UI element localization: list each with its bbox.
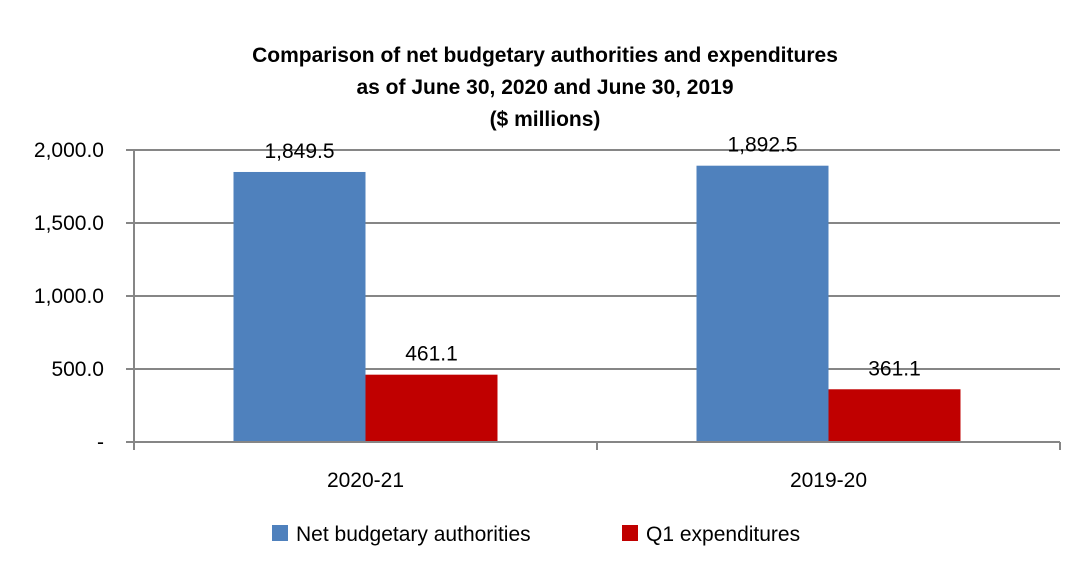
y-tick-label: - [97,431,104,454]
y-axis: - 500.0 1,000.0 1,500.0 2,000.0 [34,139,135,454]
y-tick-label: 1,500.0 [34,212,104,235]
chart-title-line-2: as of June 30, 2020 and June 30, 2019 [356,76,733,99]
data-label: 1,892.5 [727,134,797,157]
bar [696,165,829,442]
legend-label: Q1 expenditures [646,523,800,546]
y-tick-label: 500.0 [51,358,104,381]
bar [828,389,961,442]
chart-title-line-1: Comparison of net budgetary authorities … [252,44,838,67]
y-tick-label: 2,000.0 [34,139,104,162]
legend-swatch [272,525,288,541]
y-tick-label: 1,000.0 [34,285,104,308]
bar [365,374,498,442]
chart-title-line-3: ($ millions) [490,108,601,131]
data-labels: 1,849.5 461.1 1,892.5 361.1 [264,134,920,381]
x-tick-label: 2020-21 [327,469,404,492]
legend-label: Net budgetary authorities [296,523,531,546]
x-axis: 2020-21 2019-20 [133,441,1061,492]
bars [233,165,961,442]
legend-swatch [622,525,638,541]
chart-title: Comparison of net budgetary authorities … [252,44,838,131]
data-label: 1,849.5 [264,140,334,163]
legend: Net budgetary authorities Q1 expenditures [272,523,800,546]
data-label: 361.1 [868,357,921,380]
x-tick-label: 2019-20 [790,469,867,492]
data-label: 461.1 [405,343,458,366]
bar [233,171,366,442]
